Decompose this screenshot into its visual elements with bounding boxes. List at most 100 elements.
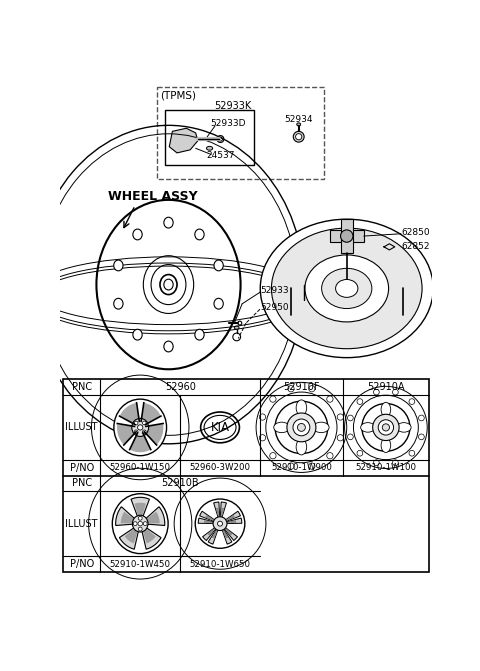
Polygon shape: [142, 527, 161, 550]
Text: 52933D: 52933D: [210, 119, 246, 128]
Bar: [165, 110, 254, 165]
Text: PNC: PNC: [72, 382, 92, 392]
Ellipse shape: [327, 452, 333, 459]
Ellipse shape: [337, 435, 344, 441]
Ellipse shape: [297, 123, 300, 126]
Ellipse shape: [164, 279, 173, 290]
Ellipse shape: [291, 297, 403, 333]
Ellipse shape: [259, 435, 265, 441]
Text: 24537: 24537: [206, 152, 235, 160]
Polygon shape: [205, 515, 216, 521]
Text: 52910-1W650: 52910-1W650: [190, 560, 251, 568]
Ellipse shape: [275, 401, 328, 454]
Ellipse shape: [260, 219, 433, 358]
Ellipse shape: [373, 460, 379, 466]
Ellipse shape: [206, 146, 213, 150]
Ellipse shape: [133, 522, 137, 525]
Ellipse shape: [213, 517, 227, 531]
Polygon shape: [131, 433, 150, 452]
Ellipse shape: [296, 134, 302, 140]
Polygon shape: [222, 528, 232, 544]
Ellipse shape: [309, 386, 315, 392]
Ellipse shape: [164, 341, 173, 352]
Text: 52934: 52934: [285, 115, 313, 123]
Ellipse shape: [322, 268, 372, 309]
Ellipse shape: [160, 274, 177, 295]
Text: 52960: 52960: [165, 382, 195, 392]
Bar: [330, 230, 364, 242]
Ellipse shape: [134, 430, 138, 433]
Polygon shape: [134, 503, 146, 517]
Text: WHEEL ASSY: WHEEL ASSY: [108, 189, 198, 203]
Ellipse shape: [348, 415, 353, 421]
Ellipse shape: [373, 389, 379, 395]
Polygon shape: [225, 515, 235, 521]
Ellipse shape: [214, 260, 223, 271]
Polygon shape: [212, 528, 218, 539]
Ellipse shape: [287, 413, 316, 442]
Ellipse shape: [409, 450, 415, 456]
Ellipse shape: [132, 515, 148, 532]
Polygon shape: [131, 497, 149, 517]
Ellipse shape: [274, 422, 289, 433]
Polygon shape: [198, 518, 215, 523]
Polygon shape: [116, 507, 135, 525]
Polygon shape: [204, 520, 215, 523]
Ellipse shape: [357, 399, 363, 405]
Polygon shape: [169, 128, 198, 153]
Bar: [157, 87, 324, 179]
Ellipse shape: [164, 217, 173, 228]
Ellipse shape: [143, 421, 146, 425]
Polygon shape: [146, 511, 160, 523]
Ellipse shape: [259, 414, 265, 420]
Text: 52960-1W150: 52960-1W150: [110, 464, 171, 472]
Polygon shape: [120, 403, 139, 424]
Ellipse shape: [298, 423, 305, 431]
Ellipse shape: [96, 200, 240, 369]
Text: 52933: 52933: [260, 287, 288, 295]
Ellipse shape: [217, 136, 224, 142]
Text: 52960-3W200: 52960-3W200: [190, 464, 251, 472]
Ellipse shape: [382, 424, 389, 431]
Ellipse shape: [143, 430, 146, 433]
Ellipse shape: [381, 403, 391, 417]
Ellipse shape: [138, 527, 142, 531]
Text: 52910-1W100: 52910-1W100: [355, 464, 416, 472]
Ellipse shape: [270, 452, 276, 459]
Ellipse shape: [409, 399, 415, 405]
Polygon shape: [225, 511, 240, 522]
Text: PNC: PNC: [72, 478, 92, 488]
Ellipse shape: [234, 326, 239, 329]
Polygon shape: [117, 424, 136, 444]
Ellipse shape: [238, 321, 242, 325]
Ellipse shape: [218, 137, 222, 141]
Polygon shape: [203, 527, 216, 541]
Ellipse shape: [138, 516, 142, 520]
Text: 52910-1W900: 52910-1W900: [271, 464, 332, 472]
Ellipse shape: [372, 414, 399, 441]
Ellipse shape: [138, 425, 143, 430]
Ellipse shape: [296, 440, 307, 455]
Ellipse shape: [114, 299, 123, 309]
Ellipse shape: [195, 229, 204, 240]
Bar: [340, 219, 353, 253]
Ellipse shape: [293, 419, 310, 435]
Ellipse shape: [132, 418, 149, 436]
Polygon shape: [144, 424, 163, 444]
Polygon shape: [214, 502, 220, 519]
Ellipse shape: [134, 421, 138, 425]
Ellipse shape: [214, 299, 223, 309]
Ellipse shape: [114, 399, 167, 456]
Ellipse shape: [195, 329, 204, 340]
Polygon shape: [125, 528, 138, 544]
Text: ILLUST: ILLUST: [65, 519, 98, 529]
Ellipse shape: [144, 522, 147, 525]
Ellipse shape: [133, 329, 142, 340]
Polygon shape: [120, 527, 139, 550]
Polygon shape: [224, 527, 233, 535]
Text: 52910-1W450: 52910-1W450: [110, 560, 171, 568]
Ellipse shape: [336, 280, 358, 297]
Ellipse shape: [393, 389, 398, 395]
Polygon shape: [208, 528, 218, 544]
Ellipse shape: [138, 521, 143, 526]
